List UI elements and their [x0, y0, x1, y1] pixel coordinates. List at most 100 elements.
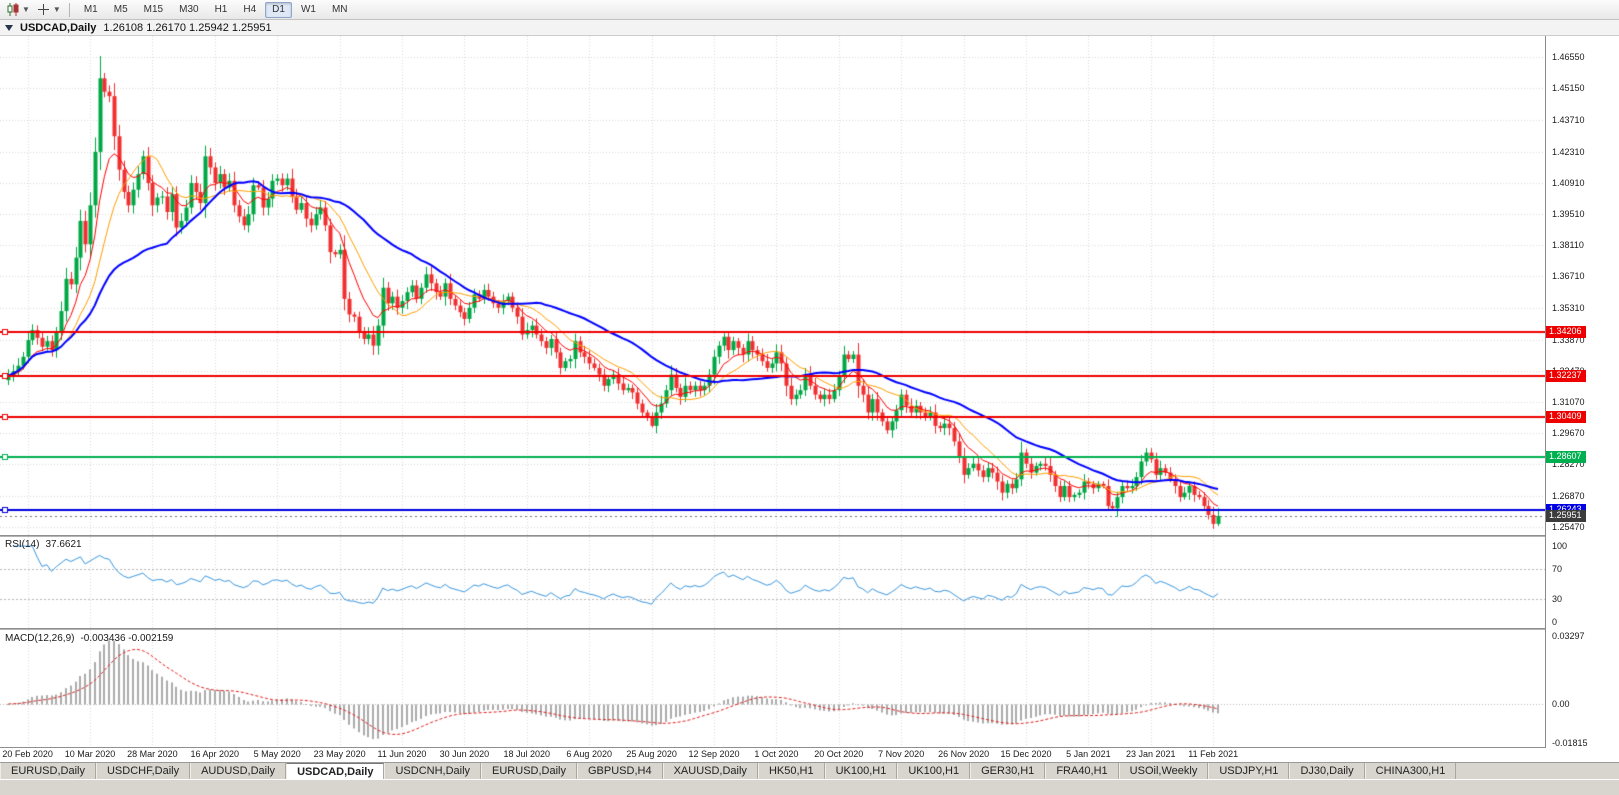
date-axis-border [0, 747, 1619, 748]
price-axis-label: 1.31070 [1552, 397, 1585, 407]
chart-marker-icon[interactable] [5, 24, 13, 31]
panel-splitter[interactable] [0, 535, 1619, 537]
price-axis-label: 1.46550 [1552, 52, 1585, 63]
date-axis-label: 12 Sep 2020 [688, 749, 740, 759]
tab-5-eurusd-daily[interactable]: EURUSD,Daily [481, 763, 577, 779]
tab-13-usoil-weekly[interactable]: USOil,Weekly [1118, 763, 1209, 779]
date-axis-label: 7 Nov 2020 [878, 749, 925, 759]
date-axis-label: 23 Jan 2021 [1126, 749, 1176, 759]
price-tag: 1.30409 [1546, 410, 1586, 423]
rsi-axis-label: 70 [1552, 563, 1563, 574]
timeframe-button-m5[interactable]: M5 [113, 3, 128, 15]
date-axis-label: 20 Feb 2020 [2, 749, 53, 759]
price-tag: 1.32237 [1546, 370, 1586, 382]
crosshair-icon[interactable] [35, 2, 53, 18]
timeframe-button-m30[interactable]: M30 [179, 3, 199, 15]
macd-indicator-panel[interactable] [0, 630, 1545, 747]
timeframe-button-m1[interactable]: M1 [83, 3, 98, 15]
timeframe-button-h1[interactable]: H1 [214, 3, 228, 15]
candlestick-chart-icon[interactable] [4, 2, 22, 18]
date-axis-label: 18 Jul 2020 [503, 749, 551, 759]
toolbar-separator [68, 2, 70, 17]
tab-14-usdjpy-h1[interactable]: USDJPY,H1 [1208, 763, 1290, 779]
date-axis-label: 6 Aug 2020 [566, 749, 612, 759]
price-tag: 1.28607 [1546, 450, 1586, 463]
tab-15-dj30-daily[interactable]: DJ30,Daily [1289, 763, 1365, 779]
date-axis-label: 5 May 2020 [253, 749, 301, 759]
price-tag: 1.25951 [1546, 510, 1586, 523]
date-axis-label: 26 Nov 2020 [938, 749, 990, 759]
price-scale[interactable]: 1.46550 1.45150 1.43710 1.42310 1.40910 1.395… [1545, 36, 1619, 748]
tab-16-china300-h1[interactable]: CHINA300,H1 [1364, 763, 1457, 779]
date-scale[interactable]: 20 Feb 2020 10 Mar 2020 28 Mar 2020 16 Apr … [0, 748, 1619, 762]
date-axis-label: 28 Mar 2020 [127, 749, 178, 759]
price-axis-label: 1.33870 [1552, 334, 1585, 345]
tab-11-ger30-h1[interactable]: GER30,H1 [970, 763, 1046, 779]
date-axis-label: 1 Oct 2020 [754, 749, 799, 759]
timeframe-button-w1[interactable]: W1 [300, 3, 316, 15]
price-axis-label: 1.25470 [1552, 521, 1585, 532]
price-axis-label: 1.29670 [1552, 428, 1585, 439]
tab-9-uk100-h1[interactable]: UK100,H1 [824, 763, 898, 779]
panel-splitter[interactable] [0, 628, 1619, 630]
macd-axis-label: 0.03297 [1552, 631, 1585, 641]
tab-3-usdcad-daily[interactable]: USDCAD,Daily [286, 763, 385, 779]
chart-title-bar: USDCAD,Daily 1.26108 1.26170 1.25942 1.2… [0, 20, 1619, 36]
rsi-axis-label: 100 [1552, 541, 1568, 552]
rsi-axis-label: 0 [1552, 616, 1558, 627]
date-axis-label: 15 Dec 2020 [1000, 749, 1052, 759]
tab-2-audusd-daily[interactable]: AUDUSD,Daily [190, 763, 287, 779]
tab-8-hk50-h1[interactable]: HK50,H1 [757, 763, 825, 779]
timeframe-button-mn[interactable]: MN [331, 3, 348, 15]
tab-10-uk100-h1[interactable]: UK100,H1 [897, 763, 971, 779]
chart-tabs-bar: EURUSD,Daily USDCHF,Daily AUDUSD,Daily USDC… [0, 762, 1619, 779]
date-axis-label: 25 Aug 2020 [626, 749, 677, 759]
chart-symbol-title: USDCAD,Daily [20, 21, 97, 34]
price-axis-label: 1.43710 [1552, 115, 1585, 126]
price-axis-label: 1.45150 [1552, 83, 1585, 94]
tab-4-usdcnh-daily[interactable]: USDCNH,Daily [384, 763, 482, 779]
date-axis-label: 11 Jun 2020 [377, 749, 427, 759]
timeframe-button-d1[interactable]: D1 [265, 1, 292, 18]
crosshair-tool[interactable]: ▼ [35, 2, 64, 18]
date-axis-label: 16 Apr 2020 [190, 749, 240, 759]
date-axis-label: 11 Feb 2021 [1188, 749, 1239, 759]
price-axis-label: 1.28270 [1552, 459, 1585, 470]
price-axis-label: 1.39510 [1552, 208, 1585, 219]
chart-type-tool[interactable]: ▼ [4, 2, 33, 18]
tab-7-xauusd-daily[interactable]: XAUUSD,Daily [662, 763, 758, 779]
rsi-header: RSI(14) 37.6621 [5, 539, 82, 550]
timeframe-button-h4[interactable]: H4 [243, 3, 257, 15]
tab-0-eurusd-daily[interactable]: EURUSD,Daily [0, 763, 96, 779]
price-axis-label: 1.36710 [1552, 271, 1585, 282]
date-axis-label: 5 Jan 2021 [1066, 749, 1111, 759]
timeframe-button-m15[interactable]: M15 [143, 3, 164, 15]
rsi-value: 37.6621 [45, 539, 82, 550]
price-axis-label: 1.42310 [1552, 146, 1585, 157]
rsi-indicator-panel[interactable] [0, 537, 1545, 628]
tab-1-usdchf-daily[interactable]: USDCHF,Daily [95, 763, 191, 779]
date-axis-label: 20 Oct 2020 [814, 749, 864, 759]
chevron-down-icon[interactable]: ▼ [22, 5, 30, 14]
price-tag: 1.34206 [1546, 326, 1586, 339]
rsi-label: RSI(14) [5, 539, 40, 550]
macd-header: MACD(12,26,9) -0.003436 -0.002159 [5, 633, 173, 644]
macd-axis-label: -0.01815 [1552, 737, 1588, 748]
date-axis-label: 30 Jun 2020 [439, 749, 490, 759]
price-axis-label: 1.26870 [1552, 490, 1585, 501]
tab-6-gbpusd-h4[interactable]: GBPUSD,H4 [577, 763, 663, 779]
price-axis-label: 1.35310 [1552, 302, 1585, 313]
main-price-chart[interactable] [0, 36, 1545, 535]
chart-ohlc-values: 1.26108 1.26170 1.25942 1.25951 [103, 21, 272, 34]
date-axis-label: 10 Mar 2020 [64, 749, 116, 759]
price-axis-label: 1.40910 [1552, 177, 1585, 188]
macd-value: -0.003436 -0.002159 [80, 633, 174, 644]
timeframe-buttons: M1 M5 M15 M30 H1 H4 D1 W1 MN [76, 1, 356, 18]
tab-12-fra40-h1[interactable]: FRA40,H1 [1045, 763, 1119, 779]
macd-label: MACD(12,26,9) [5, 633, 75, 644]
price-axis-label: 1.38110 [1552, 240, 1584, 251]
status-bar [0, 779, 1619, 795]
date-axis-label: 23 May 2020 [313, 749, 366, 759]
chevron-down-icon[interactable]: ▼ [52, 5, 61, 14]
